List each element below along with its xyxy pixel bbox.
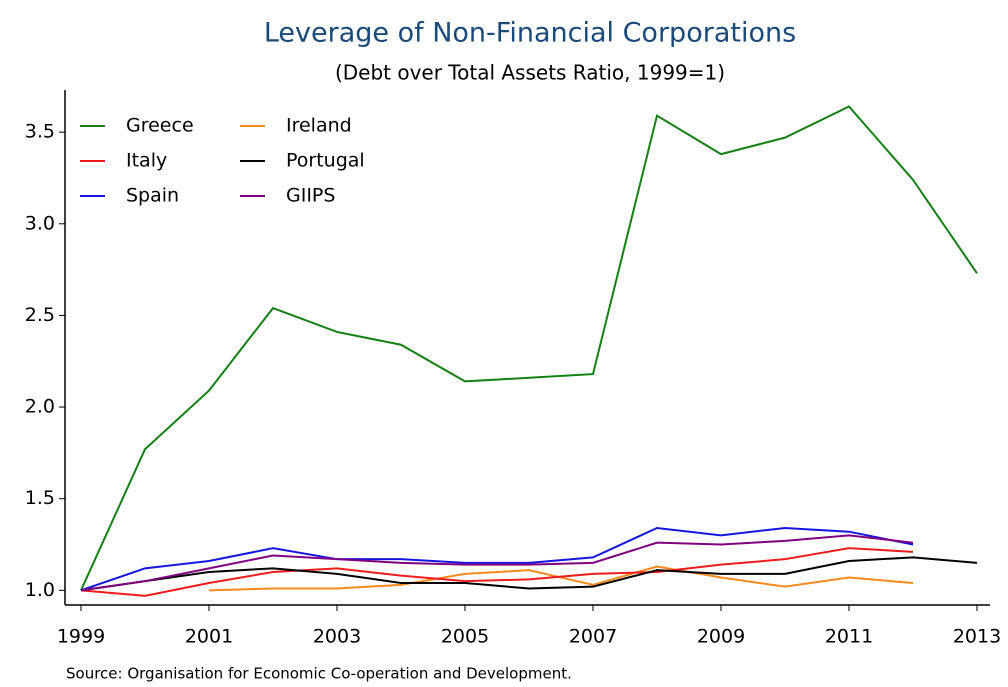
- x-tick-label: 2011: [825, 626, 873, 648]
- chart-title: Leverage of Non-Financial Corporations: [264, 18, 796, 49]
- source-note: Source: Organisation for Economic Co-ope…: [66, 665, 572, 683]
- legend-label: Ireland: [286, 115, 352, 137]
- y-tick-label: 1.0: [25, 579, 55, 601]
- x-tick-label: 2005: [441, 626, 489, 648]
- x-tick-label: 2007: [569, 626, 617, 648]
- chart-subtitle: (Debt over Total Assets Ratio, 1999=1): [335, 61, 725, 85]
- legend-label: Portugal: [286, 150, 365, 172]
- y-tick-label: 1.5: [25, 487, 55, 509]
- y-tick-label: 3.5: [25, 121, 55, 143]
- series-line: [80, 526, 914, 592]
- x-tick-label: 2003: [313, 626, 361, 648]
- x-tick-label: 2013: [953, 626, 1001, 648]
- legend-label: Spain: [126, 185, 179, 207]
- series-line: [80, 556, 978, 592]
- legend-label: Italy: [126, 150, 167, 172]
- legend-label: Greece: [126, 115, 194, 137]
- x-tick-label: 2009: [697, 626, 745, 648]
- x-tick-label: 2001: [185, 626, 233, 648]
- x-tick-label: 1999: [57, 626, 105, 648]
- y-tick-label: 2.5: [25, 304, 55, 326]
- series-line: [80, 105, 978, 591]
- y-tick-label: 2.0: [25, 396, 55, 418]
- y-tick-label: 3.0: [25, 212, 55, 234]
- legend-label: GIIPS: [286, 185, 335, 207]
- series-line: [80, 534, 914, 592]
- series-line: [80, 547, 914, 597]
